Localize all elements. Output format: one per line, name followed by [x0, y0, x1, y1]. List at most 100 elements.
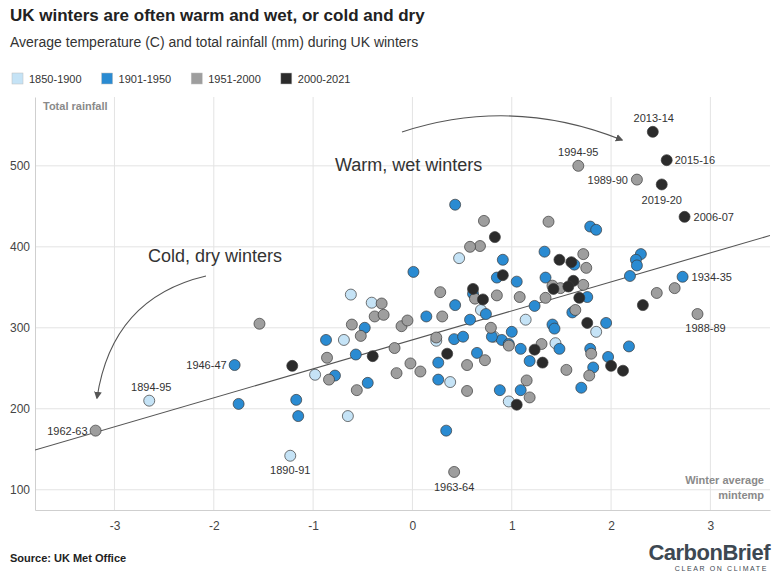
x-tick-label: 3 [708, 519, 715, 533]
scatter-point [342, 411, 353, 422]
scatter-point [477, 294, 488, 305]
title: UK winters are often warm and wet, or co… [10, 6, 425, 25]
scatter-point [233, 398, 244, 409]
scatter-point [549, 323, 560, 334]
y-tick-label: 500 [10, 159, 30, 173]
series-points [144, 253, 602, 462]
legend-label: 1901-1950 [119, 73, 172, 85]
point-label: 2019-20 [642, 194, 682, 206]
legend-label: 1850-1900 [29, 73, 82, 85]
scatter-point [324, 374, 335, 385]
scatter-point [421, 311, 432, 322]
scatter-point [437, 311, 448, 322]
scatter-point [623, 341, 634, 352]
scatter-point [441, 425, 452, 436]
y-tick: 400 [10, 240, 35, 254]
scatter-point [90, 425, 101, 436]
scatter-point [458, 331, 469, 342]
scatter-point [647, 126, 658, 137]
x-axis-title-line: Winter average [685, 474, 764, 486]
logo-tagline: CLEAR ON CLIMATE [675, 565, 768, 572]
scatter-point [631, 174, 642, 185]
scatter-point [548, 283, 559, 294]
scatter-point [677, 271, 688, 282]
scatter-point [287, 360, 298, 371]
x-tick-label: -2 [209, 519, 220, 533]
point-label: 1963-64 [434, 481, 474, 493]
plot-data [35, 126, 770, 477]
point-label: 1962-63 [47, 425, 87, 437]
scatter-point [563, 281, 574, 292]
x-tick-label: -3 [110, 519, 121, 533]
point-label: 1988-89 [685, 322, 725, 334]
scatter-point [591, 326, 602, 337]
scatter-point [529, 300, 540, 311]
y-tick: 200 [10, 402, 35, 416]
scatter-point [543, 216, 554, 227]
point-label: 1946-47 [186, 359, 226, 371]
scatter-point [489, 232, 500, 243]
scatter-point [539, 246, 550, 257]
scatter-point [408, 266, 419, 277]
scatter-point [433, 374, 444, 385]
scatter-point [520, 314, 531, 325]
scatter-point [511, 399, 522, 410]
scatter-point [389, 343, 400, 354]
scatter-point [293, 411, 304, 422]
point-label: 2013-14 [634, 112, 674, 124]
x-tick: 1 [509, 510, 516, 533]
source: Source: UK Met Office [10, 552, 126, 564]
x-axis-title: Winter averagemintemp [685, 474, 764, 501]
scatter-point [338, 334, 349, 345]
scatter-point [511, 276, 522, 287]
grid-line-x [114, 97, 115, 510]
x-tick-label: 0 [410, 519, 417, 533]
scatter-point [637, 300, 648, 311]
scatter-point [554, 343, 565, 354]
y-tick-label: 100 [10, 483, 30, 497]
scatter-point [661, 155, 672, 166]
point-label: 1894-95 [131, 381, 171, 393]
scatter-point [351, 385, 362, 396]
scatter-point [291, 394, 302, 405]
scatter-point [491, 290, 502, 301]
y-tick: 300 [10, 321, 35, 335]
scatter-point [415, 366, 426, 377]
legend-label: 1951-2000 [208, 73, 261, 85]
point-label: 1994-95 [558, 146, 598, 158]
point-label: 1989-90 [588, 174, 628, 186]
annotation-arrow [402, 116, 622, 140]
scatter-point [656, 179, 667, 190]
scatter-point [591, 224, 602, 235]
point-label: 1890-91 [270, 464, 310, 476]
scatter-point [566, 257, 577, 268]
scatter-point [462, 385, 473, 396]
grid-line-y [35, 489, 770, 490]
scatter-point [573, 160, 584, 171]
scatter-point [450, 300, 461, 311]
scatter-point [554, 254, 565, 265]
scatter-point [692, 309, 703, 320]
chart-svg: UK winters are often warm and wet, or co… [0, 0, 780, 579]
scatter-point [514, 292, 525, 303]
x-tick-label: -1 [308, 519, 319, 533]
point-labels: 1894-951890-911946-471934-351962-631963-… [47, 112, 734, 493]
grid-line-x [213, 97, 214, 510]
scatter-point [229, 360, 240, 371]
x-axis-line [36, 510, 771, 511]
annotation-arrow [97, 276, 206, 398]
scatter-point [494, 385, 505, 396]
scatter-point [465, 314, 476, 325]
scatter-point [362, 377, 373, 388]
x-tick-label: 2 [608, 519, 615, 533]
grid-line-y [35, 408, 770, 409]
scatter-point [402, 315, 413, 326]
grid-line-y [35, 246, 770, 247]
scatter-point [285, 450, 296, 461]
scatter-point [465, 241, 476, 252]
legend-item: 2000-2021 [281, 73, 351, 85]
scatter-point [144, 395, 155, 406]
scatter-point [366, 297, 377, 308]
y-axis-title: Total rainfall [43, 100, 108, 112]
scatter-point [345, 289, 356, 300]
